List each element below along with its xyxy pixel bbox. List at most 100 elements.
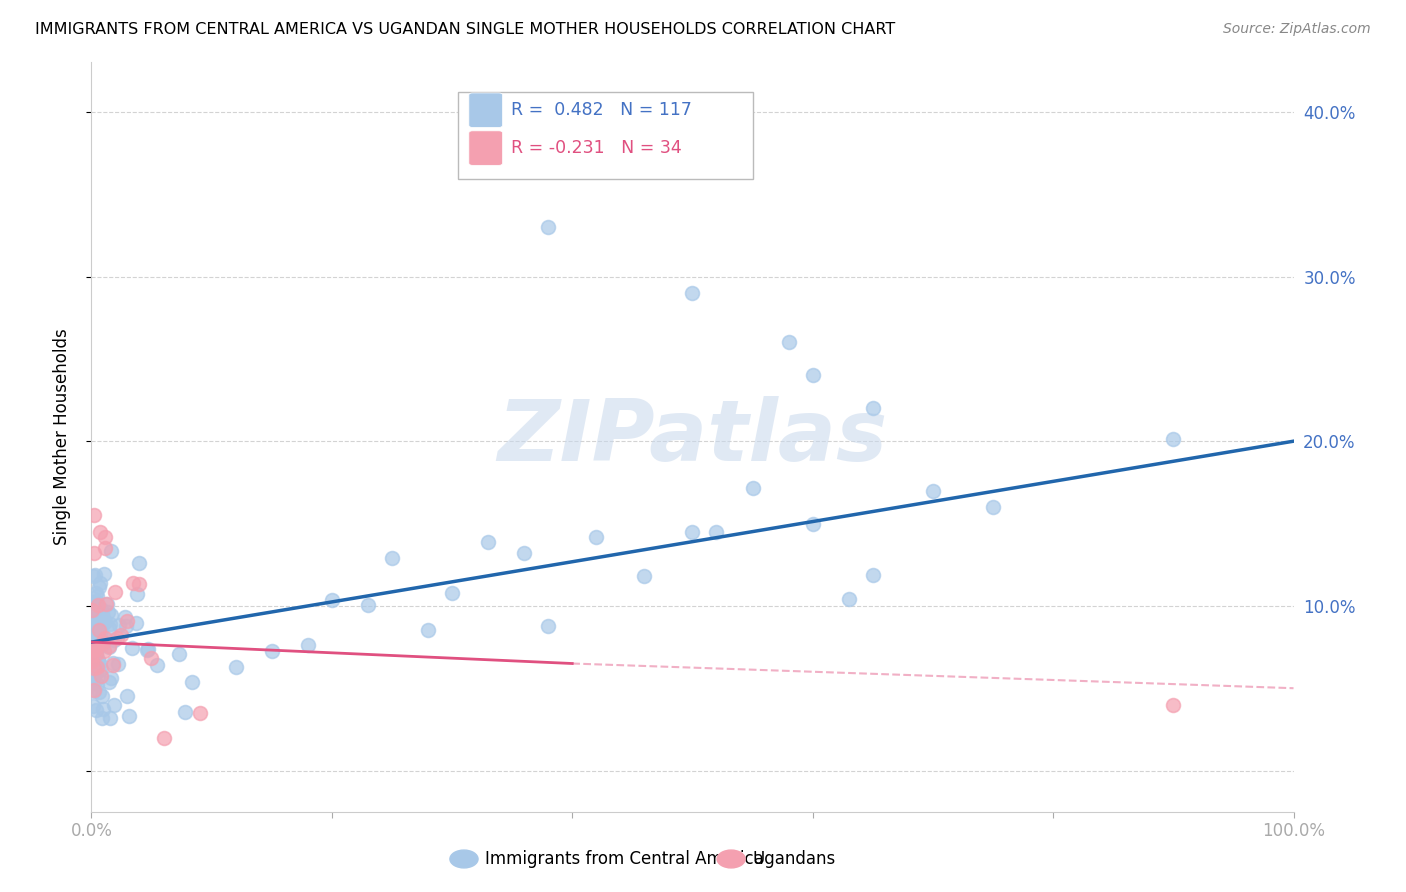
Point	[115, 619, 138, 633]
Point	[128, 577, 150, 591]
Point	[96, 597, 118, 611]
Point	[84, 641, 107, 656]
Point	[167, 647, 190, 661]
Point	[146, 657, 169, 672]
Point	[91, 702, 114, 716]
Text: Source: ZipAtlas.com: Source: ZipAtlas.com	[1223, 22, 1371, 37]
Point	[82, 669, 104, 683]
Point	[91, 711, 114, 725]
Point	[225, 660, 247, 674]
Point	[297, 638, 319, 652]
Point	[84, 628, 107, 642]
Point	[82, 641, 104, 656]
Point	[103, 632, 125, 647]
Point	[86, 638, 108, 652]
Point	[93, 632, 115, 646]
Point	[82, 675, 104, 690]
Point	[84, 642, 107, 657]
Point	[82, 620, 104, 634]
Point	[83, 657, 105, 672]
Point	[83, 652, 105, 666]
Point	[93, 634, 115, 648]
Point	[83, 567, 105, 582]
Point	[84, 594, 107, 608]
Point	[513, 546, 536, 560]
Text: R =  0.482   N = 117: R = 0.482 N = 117	[510, 101, 692, 120]
Point	[121, 641, 143, 656]
Point	[93, 615, 115, 629]
Point	[83, 661, 105, 675]
Point	[107, 657, 129, 672]
Text: IMMIGRANTS FROM CENTRAL AMERICA VS UGANDAN SINGLE MOTHER HOUSEHOLDS CORRELATION : IMMIGRANTS FROM CENTRAL AMERICA VS UGAND…	[35, 22, 896, 37]
Point	[108, 618, 131, 632]
Point	[357, 599, 380, 613]
Point	[90, 624, 112, 638]
Point	[862, 401, 884, 416]
Point	[89, 575, 111, 590]
Point	[84, 613, 107, 627]
Point	[83, 596, 105, 610]
Point	[90, 669, 112, 683]
Point	[681, 285, 703, 300]
Point	[84, 599, 107, 614]
Point	[101, 658, 124, 673]
Point	[84, 632, 107, 647]
Point	[83, 642, 105, 657]
Point	[93, 643, 115, 657]
FancyBboxPatch shape	[468, 93, 502, 128]
Point	[82, 664, 104, 678]
Point	[82, 648, 104, 662]
Point	[681, 525, 703, 540]
Point	[89, 580, 111, 594]
Point	[82, 604, 104, 618]
Point	[741, 481, 763, 495]
Point	[91, 610, 114, 624]
Point	[152, 731, 174, 745]
Point	[90, 662, 112, 676]
Point	[537, 619, 560, 633]
Point	[321, 592, 343, 607]
Point	[174, 705, 197, 719]
Point	[84, 703, 107, 717]
Point	[83, 546, 105, 560]
Point	[87, 665, 110, 679]
Point	[80, 654, 103, 668]
Point	[86, 590, 108, 604]
Point	[778, 335, 800, 350]
Point	[381, 551, 404, 566]
FancyBboxPatch shape	[458, 93, 752, 178]
Point	[84, 658, 107, 673]
Point	[440, 586, 463, 600]
Point	[83, 683, 105, 698]
Point	[82, 667, 104, 681]
Point	[91, 689, 114, 703]
Point	[94, 541, 117, 556]
Point	[89, 685, 111, 699]
Point	[633, 569, 655, 583]
Point	[84, 612, 107, 626]
Text: ZIPatlas: ZIPatlas	[498, 395, 887, 479]
Point	[110, 628, 132, 642]
Point	[83, 632, 105, 646]
Point	[260, 644, 283, 658]
Point	[83, 684, 105, 698]
Point	[84, 661, 107, 675]
Point	[706, 524, 728, 539]
Point	[100, 671, 122, 685]
Point	[86, 647, 108, 661]
Point	[90, 601, 112, 615]
Point	[862, 568, 884, 582]
Point	[91, 638, 114, 652]
Point	[89, 624, 111, 638]
Point	[128, 556, 150, 570]
Point	[537, 220, 560, 235]
Point	[100, 608, 122, 623]
Point	[82, 699, 104, 714]
Point	[104, 584, 127, 599]
Point	[117, 614, 139, 628]
Point	[801, 516, 824, 531]
Text: Immigrants from Central America: Immigrants from Central America	[485, 850, 763, 868]
Point	[114, 610, 136, 624]
Y-axis label: Single Mother Households: Single Mother Households	[52, 329, 70, 545]
Point	[86, 586, 108, 600]
